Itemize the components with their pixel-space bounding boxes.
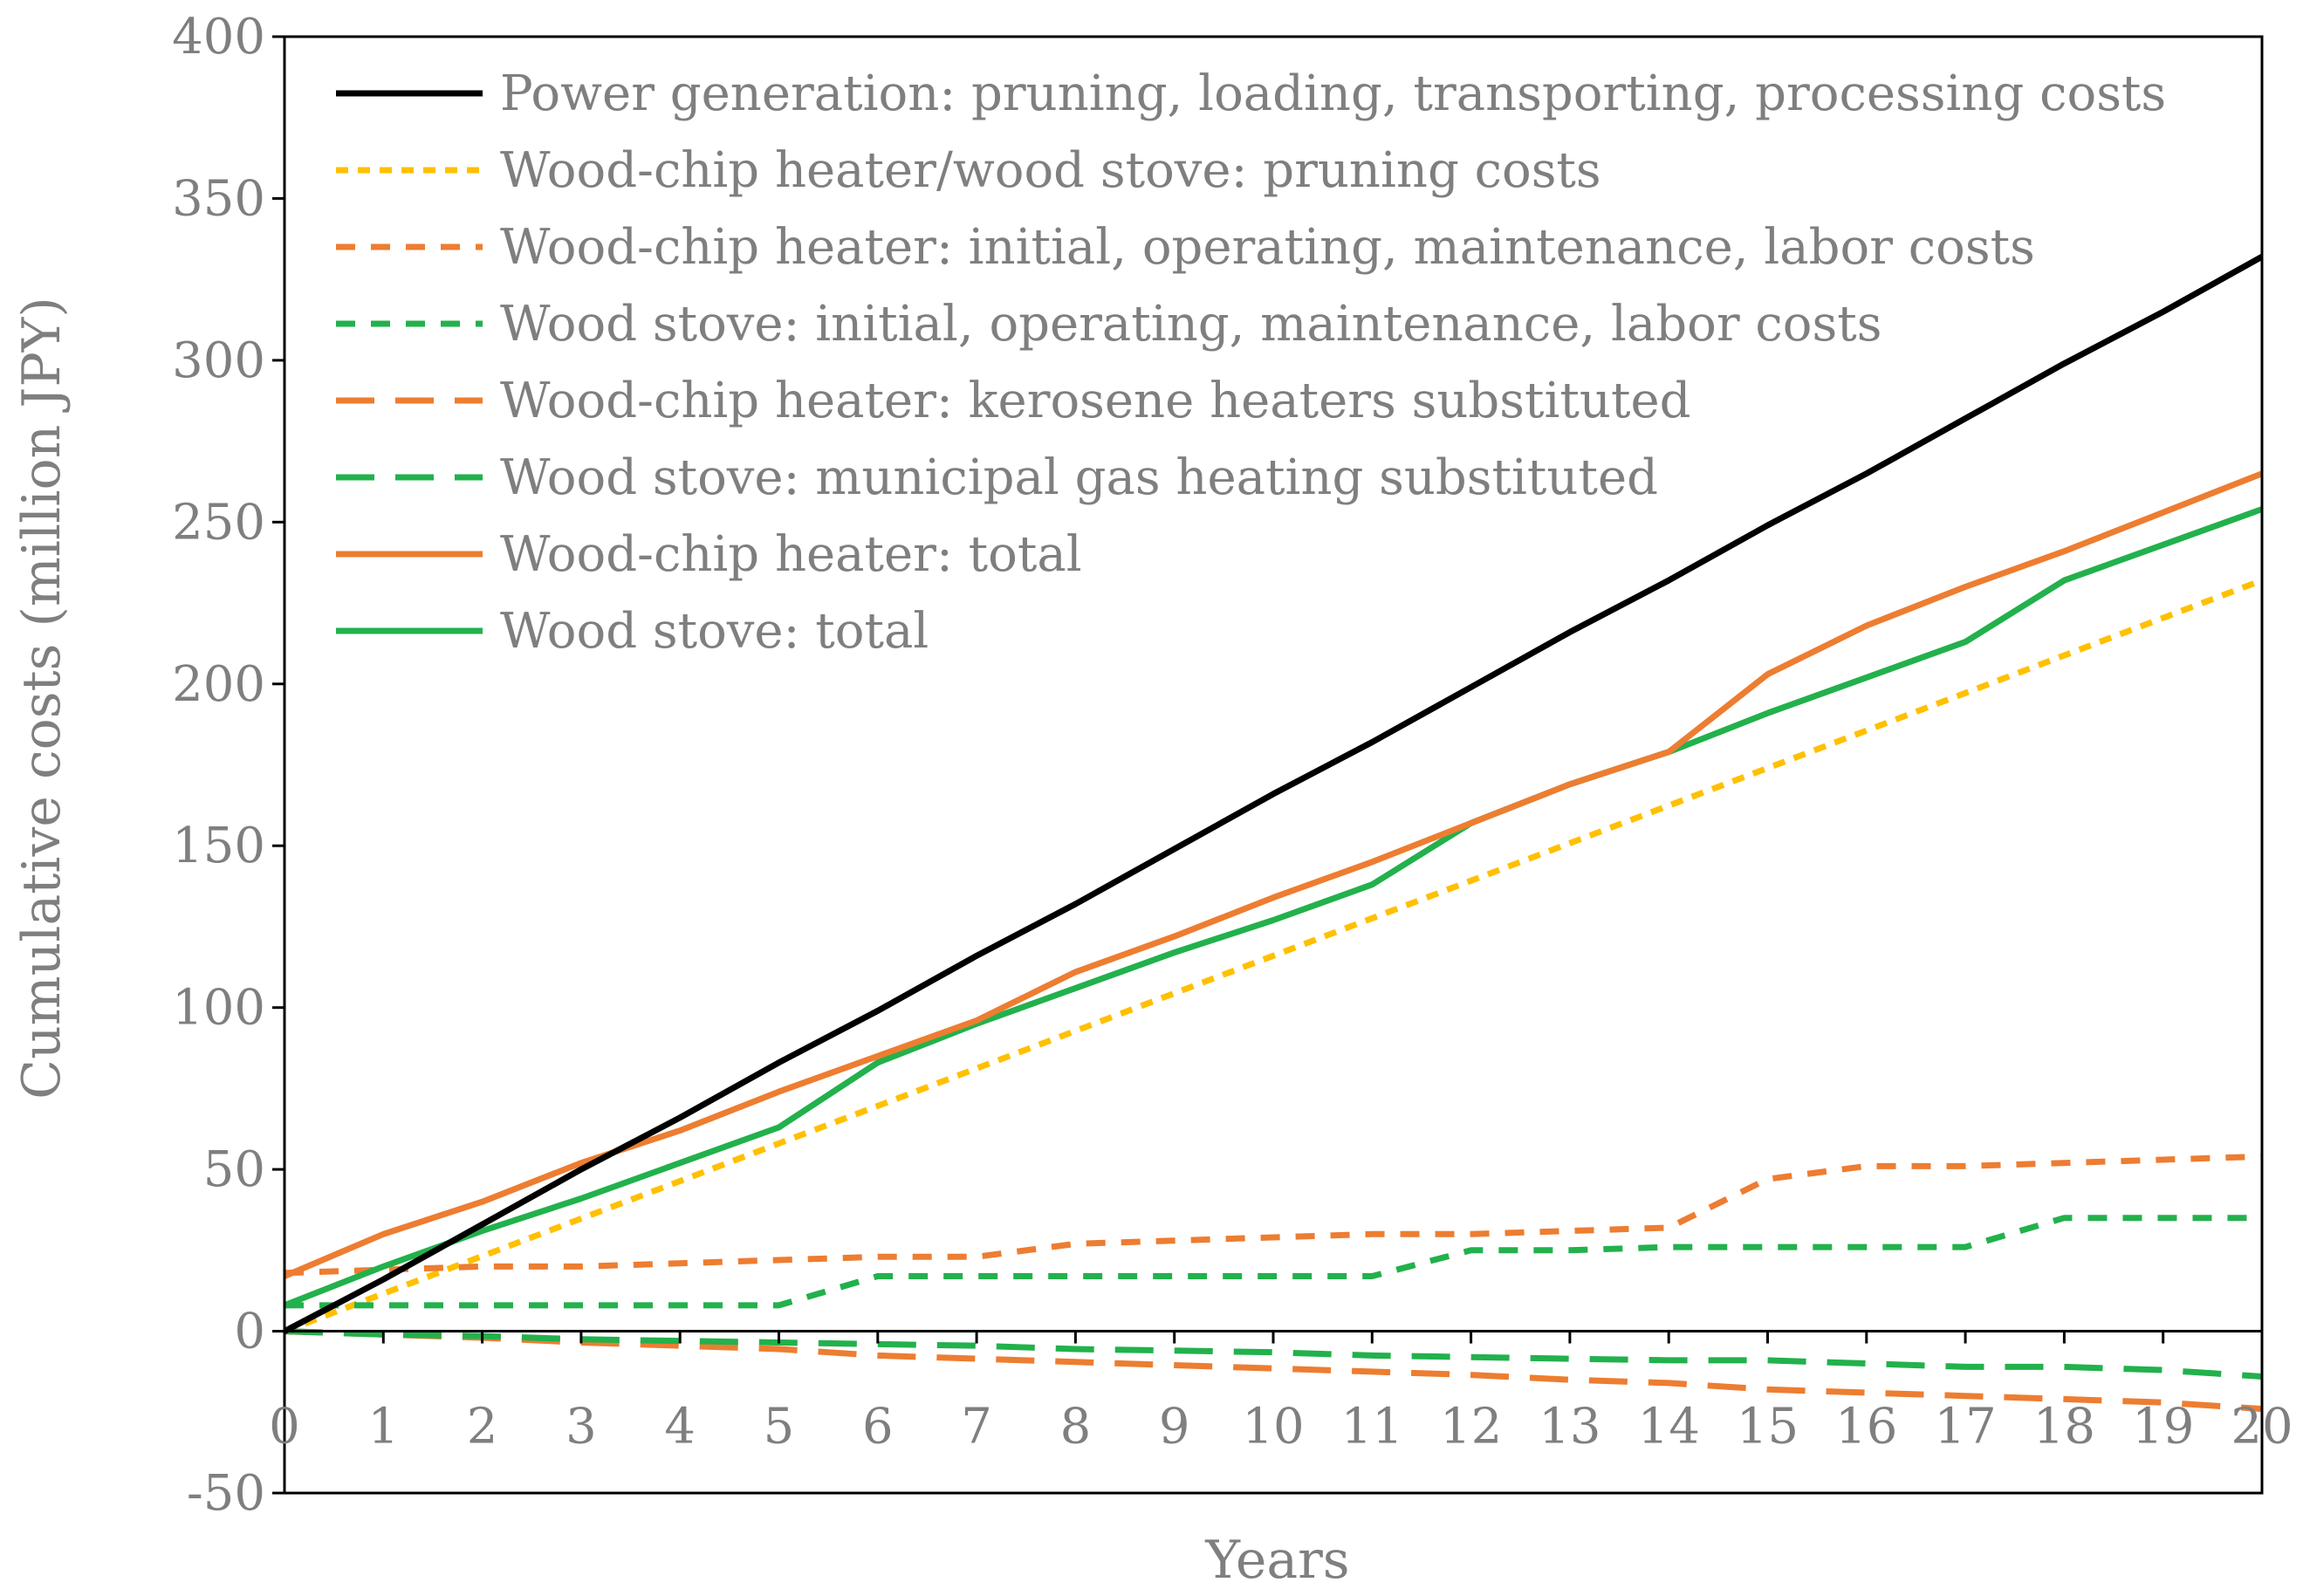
x-axis-title: Years bbox=[1204, 1530, 1349, 1591]
x-tick-label: 16 bbox=[1835, 1399, 1897, 1456]
legend-label-1: Power generation: pruning, loading, tran… bbox=[500, 65, 2166, 122]
x-tick-label: 7 bbox=[961, 1399, 992, 1456]
legend-label-4: Wood stove: initial, operating, maintena… bbox=[500, 296, 1881, 353]
y-tick-label: 350 bbox=[172, 170, 265, 227]
x-tick-label: 4 bbox=[664, 1399, 696, 1456]
x-tick-label: 1 bbox=[367, 1399, 399, 1456]
series-line-5 bbox=[284, 1328, 2263, 1413]
legend-label-2: Wood-chip heater/wood stove: pruning cos… bbox=[500, 142, 1601, 199]
x-tick-label: 8 bbox=[1060, 1399, 1092, 1456]
x-tick-label: 15 bbox=[1737, 1399, 1799, 1456]
series-line-6 bbox=[284, 1328, 2263, 1380]
series-line-7 bbox=[283, 470, 2264, 1279]
x-tick-label: 5 bbox=[764, 1399, 795, 1456]
x-tick-label: 18 bbox=[2033, 1399, 2095, 1456]
y-tick-label: 400 bbox=[172, 9, 265, 65]
series-line-8 bbox=[283, 506, 2264, 1309]
x-tick-label: 3 bbox=[565, 1399, 597, 1456]
legend-label-6: Wood stove: municipal gas heating substi… bbox=[500, 449, 1658, 506]
x-tick-label: 9 bbox=[1159, 1399, 1190, 1456]
legend-label-5: Wood-chip heater: kerosene heaters subst… bbox=[500, 373, 1690, 429]
series-line-3 bbox=[284, 1153, 2263, 1277]
y-tick-label: -50 bbox=[187, 1465, 265, 1522]
x-tick-label: 11 bbox=[1341, 1399, 1403, 1456]
y-axis-title: Cumulative costs (million JPY) bbox=[11, 297, 72, 1099]
x-tick-label: 20 bbox=[2231, 1399, 2293, 1456]
y-tick-label: 150 bbox=[172, 818, 265, 874]
x-tick-label: 14 bbox=[1638, 1399, 1700, 1456]
legend-label-8: Wood stove: total bbox=[500, 603, 929, 660]
series-line-4 bbox=[284, 1215, 2262, 1309]
legend-label-7: Wood-chip heater: total bbox=[500, 526, 1082, 583]
y-tick-label: 0 bbox=[234, 1304, 265, 1360]
axes-layer bbox=[272, 35, 2264, 1495]
y-tick-label: 50 bbox=[203, 1141, 265, 1198]
series-line-2 bbox=[283, 577, 2264, 1334]
legend: Power generation: pruning, loading, tran… bbox=[336, 65, 2166, 660]
x-tick-label: 12 bbox=[1440, 1399, 1502, 1456]
x-tick-label: 0 bbox=[269, 1399, 300, 1456]
plot-area-frame bbox=[283, 35, 2264, 1495]
y-tick-label: 250 bbox=[172, 494, 265, 551]
series-layer bbox=[283, 254, 2264, 1413]
legend-label-3: Wood-chip heater: initial, operating, ma… bbox=[500, 219, 2035, 276]
series-line-1 bbox=[283, 254, 2264, 1334]
y-tick-label: 300 bbox=[172, 332, 265, 389]
x-tick-label: 2 bbox=[467, 1399, 498, 1456]
y-tick-label: 100 bbox=[172, 980, 265, 1037]
x-tick-label: 10 bbox=[1242, 1399, 1304, 1456]
x-tick-label: 19 bbox=[2132, 1399, 2194, 1456]
y-tick-label: 200 bbox=[172, 656, 265, 713]
x-tick-label: 13 bbox=[1539, 1399, 1600, 1456]
x-tick-label: 6 bbox=[862, 1399, 894, 1456]
x-tick-label: 17 bbox=[1934, 1399, 1996, 1456]
